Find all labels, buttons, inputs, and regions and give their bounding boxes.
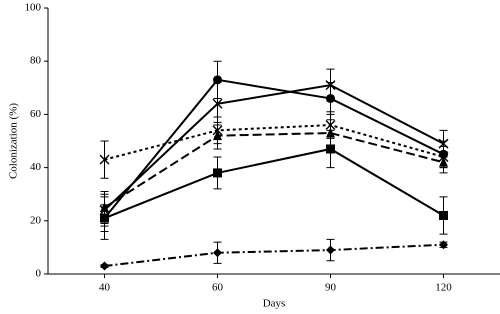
series-line	[104, 124, 444, 161]
marker	[439, 210, 448, 220]
x-tick-label: 40	[99, 282, 111, 294]
marker	[326, 245, 335, 255]
y-tick-label: 20	[30, 214, 42, 226]
y-tick-label: 80	[30, 55, 42, 67]
y-tick-label: 100	[25, 2, 42, 14]
y-tick-label: 60	[30, 108, 42, 120]
series-line	[104, 147, 445, 220]
marker	[213, 75, 222, 85]
x-tick-label: 120	[435, 282, 452, 294]
x-tick-label: 60	[212, 282, 224, 294]
marker	[213, 130, 222, 141]
marker	[99, 154, 110, 165]
marker	[439, 240, 448, 250]
series-line	[103, 84, 444, 211]
y-tick-label: 40	[30, 161, 42, 173]
marker	[100, 213, 109, 223]
marker	[212, 98, 223, 109]
marker	[100, 261, 109, 271]
y-tick-label: 0	[36, 268, 42, 280]
series-line	[103, 132, 444, 209]
marker	[326, 144, 335, 154]
marker	[326, 93, 335, 103]
marker	[213, 248, 222, 258]
y-axis-label: Colonization (%)	[8, 103, 20, 179]
marker	[439, 156, 448, 167]
marker	[213, 168, 222, 178]
series-line	[104, 243, 444, 268]
x-tick-label: 90	[325, 282, 337, 294]
x-axis-label: Days	[263, 298, 286, 310]
series-line	[103, 78, 444, 219]
